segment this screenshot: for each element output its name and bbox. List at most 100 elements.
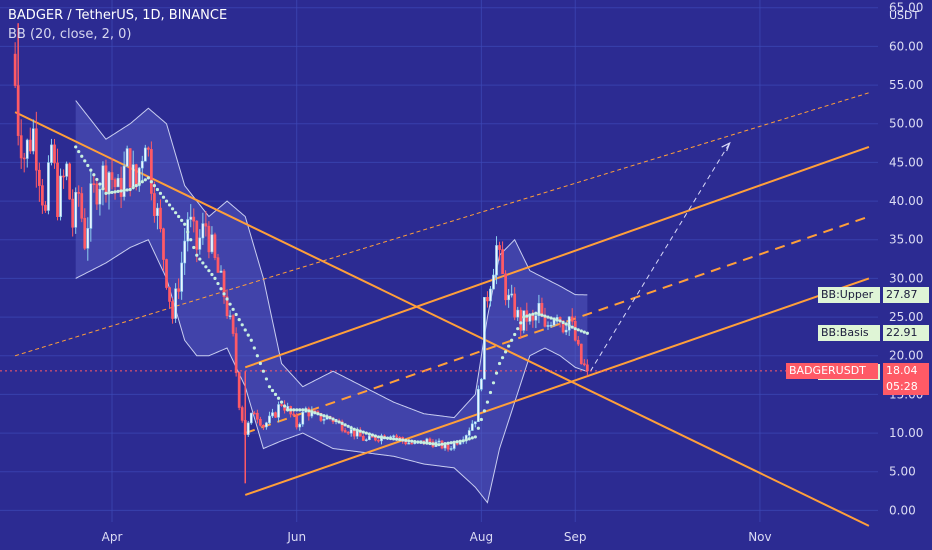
candle-body (252, 412, 256, 415)
candle-body (249, 412, 253, 424)
candle-body (564, 329, 568, 333)
candle-body (165, 259, 168, 288)
trend-line-1 (14, 111, 870, 527)
candle-body (89, 183, 93, 229)
candle-body (271, 412, 274, 417)
y-tick-label: 30.00 (889, 271, 923, 285)
candle-body (377, 439, 380, 442)
candle-body (219, 270, 223, 273)
bb-basis-dot (485, 400, 490, 404)
candle-body (495, 245, 498, 276)
symbol-tag: BADGERUSDT (786, 362, 878, 379)
bb-basis-dot (494, 371, 499, 375)
candle-body (183, 240, 187, 264)
trend-lines (14, 92, 870, 527)
candle-body (298, 423, 302, 428)
bb-basis-dot (198, 257, 202, 261)
bb-basis-dot (534, 311, 538, 315)
bb-basis-dot (246, 333, 250, 337)
bb-band-fill (75, 100, 588, 503)
candle-body (195, 220, 199, 250)
candle-body (576, 339, 580, 345)
y-tick-label: 35.00 (889, 233, 923, 247)
y-tick-label: 10.00 (889, 426, 923, 440)
candle-body (216, 257, 220, 273)
bb-basis-dot (467, 437, 471, 441)
bb-basis-dot (128, 187, 132, 192)
candle-body (113, 179, 117, 188)
candle-body (449, 448, 453, 450)
chart-title[interactable]: BADGER / TetherUS, 1D, BINANCE (8, 8, 228, 23)
bb-basis-dot (264, 377, 269, 381)
candle-body (204, 223, 208, 227)
candle-body (110, 172, 114, 180)
bb-basis-dot (267, 385, 272, 389)
bb-basis-dot (107, 191, 111, 195)
bb-basis-dot (470, 436, 474, 440)
candle-body (446, 443, 450, 450)
bb-basis-dot (243, 328, 247, 332)
candle-body (543, 316, 547, 327)
bb-basis-dot (434, 442, 438, 446)
bb-basis-dot (570, 325, 574, 329)
trend-line-3 (244, 215, 870, 435)
bb-basis-dot (289, 408, 293, 412)
bb-basis-dot (89, 168, 93, 172)
candle-body (234, 333, 238, 373)
bb-basis-dot (316, 412, 320, 416)
indicator-legend[interactable]: BB (20, close, 2, 0) (8, 27, 132, 42)
bb-basis-dot (95, 177, 99, 182)
candle-body (95, 183, 99, 205)
candle-body (119, 177, 123, 197)
bb-basis-dot (461, 439, 465, 443)
bb-basis-dot (146, 176, 150, 180)
bb-basis-dot (310, 410, 314, 414)
candle-body (470, 423, 474, 431)
bb-basis-dot (174, 211, 178, 215)
candle-body (504, 273, 507, 301)
bb-basis-dot (219, 287, 223, 291)
bb-basis-dot (401, 438, 405, 442)
bb-basis-dot (331, 417, 335, 421)
bb-basis-dot (183, 222, 187, 226)
bb-basis-dot (279, 400, 284, 404)
bb-basis-dot (273, 392, 278, 396)
trend-line-2 (244, 145, 870, 369)
bb-basis-dot (549, 316, 553, 320)
bb-basis-dot (525, 314, 529, 318)
bb-basis-dot (573, 327, 577, 331)
projection-arrow-head (721, 141, 731, 152)
candle-body (171, 301, 174, 319)
candle-body (125, 148, 129, 167)
last-price-tag: 18.04 (883, 362, 929, 379)
bb-basis-dot (319, 413, 323, 417)
bb-basis-dot (349, 426, 353, 430)
bb-basis-dot (416, 440, 420, 444)
candle-body (98, 188, 102, 205)
currency-label: USDT (889, 9, 920, 22)
candle-body (134, 164, 138, 187)
candle-body (225, 296, 229, 317)
bb-basis-dot (352, 427, 356, 431)
bb-basis-dot (292, 408, 296, 412)
bb-basis-dot (322, 414, 326, 418)
bb-basis-dot (519, 321, 523, 325)
candle-body (83, 217, 87, 249)
bb-basis-dot (131, 185, 135, 190)
candle-body (374, 437, 377, 441)
candle-body (156, 207, 159, 216)
bb-basis-dot (428, 441, 432, 446)
candle-body (146, 147, 150, 150)
bb-basis-dot (77, 149, 81, 154)
bb-basis-dot (561, 320, 565, 325)
bb-basis-dot (522, 315, 526, 319)
bb-basis-dot (177, 214, 181, 219)
candle-body (549, 324, 553, 327)
price-axis: 0.005.0010.0015.0020.0025.0030.0035.0040… (889, 1, 923, 518)
candle-body (186, 219, 190, 242)
candle-body (68, 163, 71, 200)
candle-body (180, 262, 184, 292)
candle-body (392, 435, 395, 438)
